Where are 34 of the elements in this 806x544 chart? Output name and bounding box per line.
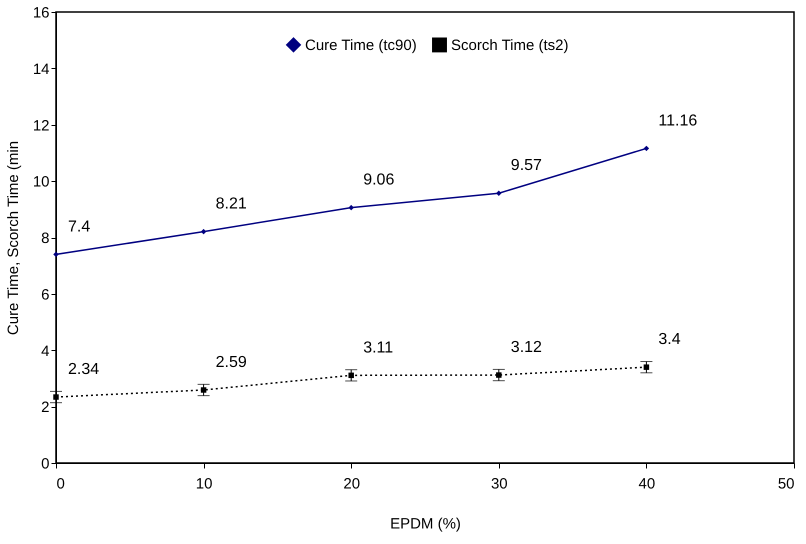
- data-label: 8.21: [216, 196, 247, 213]
- x-tick-label: 10: [196, 476, 212, 492]
- y-axis-title: Cure Time, Scorch Time (min: [4, 140, 22, 336]
- data-label: 11.16: [658, 112, 698, 130]
- y-tick-label: 6: [41, 286, 50, 304]
- x-tick-label: 0: [56, 476, 65, 492]
- y-tick-label: 8: [41, 230, 50, 247]
- data-label: 3.11: [363, 339, 394, 356]
- data-label: 2.34: [68, 361, 100, 378]
- y-tick-label: 12: [32, 117, 50, 134]
- point: [200, 228, 206, 234]
- legend-label: Scorch Time (ts2): [451, 36, 569, 54]
- y-tick-label: 10: [32, 174, 50, 191]
- x-tick-label: 20: [343, 476, 360, 492]
- x-axis-title: EPDM (%): [390, 516, 461, 532]
- x-tick-label: 40: [638, 476, 656, 492]
- x-tick-label: 30: [490, 476, 508, 492]
- legend-label: Cure Time (tc90): [305, 36, 417, 54]
- data-label: 9.06: [363, 172, 394, 189]
- y-tick-label: 14: [32, 60, 50, 78]
- data-label: 9.57: [510, 157, 542, 174]
- data-label: 3.4: [658, 331, 681, 348]
- y-tick-label: 0: [41, 456, 50, 472]
- point: [53, 252, 59, 258]
- data-label: 2.59: [216, 354, 247, 371]
- y-tick-label: 2: [41, 399, 50, 416]
- data-label: 3.12: [510, 339, 542, 356]
- y-tick-label: 4: [41, 342, 50, 360]
- point: [348, 204, 354, 210]
- data-label: 7.4: [68, 218, 90, 236]
- y-tick-label: 16: [32, 4, 50, 22]
- x-tick-label: 50: [778, 476, 794, 492]
- point: [644, 146, 650, 152]
- point: [496, 190, 502, 196]
